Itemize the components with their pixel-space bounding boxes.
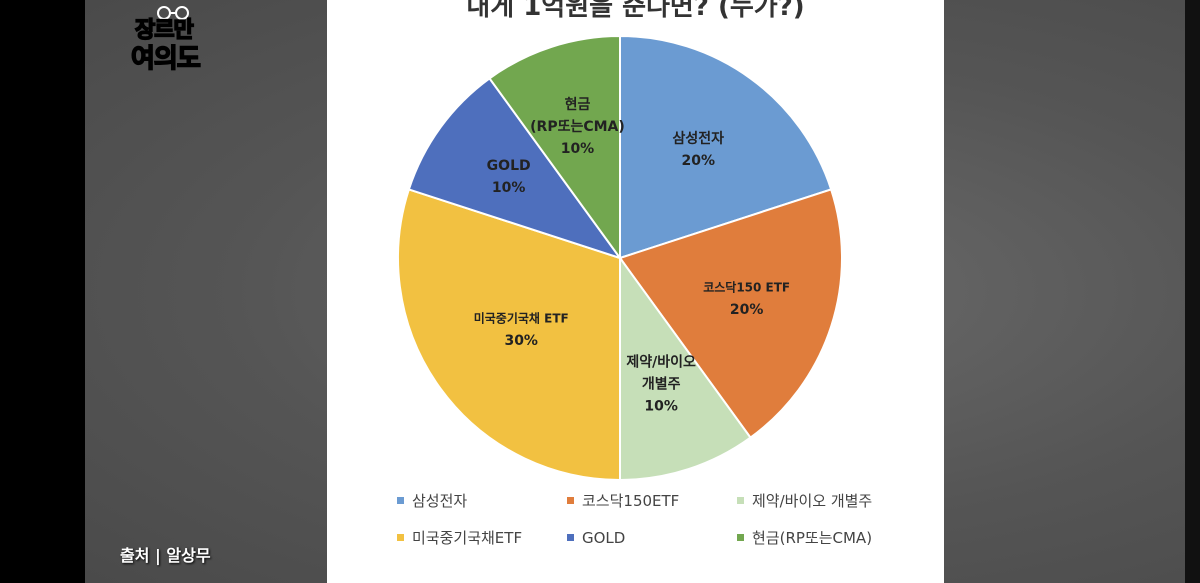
pie-slice-1	[618, 188, 843, 439]
legend-swatch-3	[397, 534, 404, 541]
pie-slice-5	[488, 34, 621, 262]
legend-label-0: 삼성전자	[412, 492, 468, 510]
slice-name-5: (RP또는CMA)	[530, 119, 625, 135]
logo-text-top: 장르만	[134, 17, 194, 44]
pie-slice-2	[619, 254, 752, 480]
slice-percent-4: 10%	[492, 180, 526, 196]
slice-percent-1: 20%	[730, 302, 764, 318]
slice-name-3: 미국중기국채 ETF	[474, 310, 569, 325]
legend-item-1: 코스닥150ETF	[567, 490, 737, 511]
slice-name-1: 코스닥150 ETF	[703, 280, 790, 295]
slice-label-0: 삼성전자 20%	[673, 130, 725, 169]
legend-label-5: 현금(RP또는CMA)	[752, 529, 873, 547]
slice-percent-0: 20%	[682, 153, 716, 169]
right-edge-bar	[1185, 0, 1200, 583]
legend-swatch-4	[567, 534, 574, 541]
legend-item-4: GOLD	[567, 527, 737, 548]
legend-item-2: 제약/바이오 개별주	[737, 490, 937, 511]
legend-swatch-1	[567, 497, 574, 504]
logo-text-bottom: 여의도	[130, 43, 201, 75]
slice-label-3: 미국중기국채 ETF 30%	[474, 310, 569, 349]
slice-percent-5: 10%	[561, 141, 595, 157]
legend-label-3: 미국중기국채ETF	[412, 529, 523, 547]
slice-percent-2: 10%	[644, 399, 678, 415]
legend-label-2: 제약/바이오 개별주	[752, 492, 873, 510]
slice-name-0: 삼성전자	[673, 130, 725, 147]
chart-title: 내게 1억원을 준다면? (누가?)	[466, 0, 805, 22]
slice-name-4: GOLD	[487, 158, 531, 174]
slice-name-5: 현금	[565, 97, 591, 113]
slice-label-4: GOLD 10%	[487, 158, 531, 196]
legend-item-5: 현금(RP또는CMA)	[737, 527, 937, 548]
pie-slice-0	[619, 34, 833, 260]
glasses-icon	[157, 6, 189, 20]
legend-label-4: GOLD	[582, 528, 626, 547]
channel-logo: 장르만 여의도	[125, 6, 220, 75]
pie-slice-4	[407, 77, 623, 260]
legend-swatch-2	[737, 497, 744, 504]
slice-name-2: 개별주	[642, 376, 681, 393]
legend-swatch-5	[737, 534, 744, 541]
slice-label-1: 코스닥150 ETF 20%	[703, 280, 790, 319]
chart-panel: 내게 1억원을 준다면? (누가?) 삼성전자 20% 코스닥150 ETF 20% 제…	[327, 0, 944, 583]
slice-percent-3: 30%	[504, 333, 538, 349]
legend-item-3: 미국중기국채ETF	[397, 527, 567, 548]
slice-label-5: 현금 (RP또는CMA) 10%	[530, 97, 625, 157]
legend-item-0: 삼성전자	[397, 490, 567, 511]
source-credit: 출처 | 알상무	[120, 546, 211, 565]
pie-slice-3	[397, 188, 621, 480]
legend-swatch-0	[397, 497, 404, 504]
legend-label-1: 코스닥150ETF	[582, 492, 680, 510]
slice-name-2: 제약/바이오	[626, 354, 696, 371]
left-black-bar	[0, 0, 85, 583]
